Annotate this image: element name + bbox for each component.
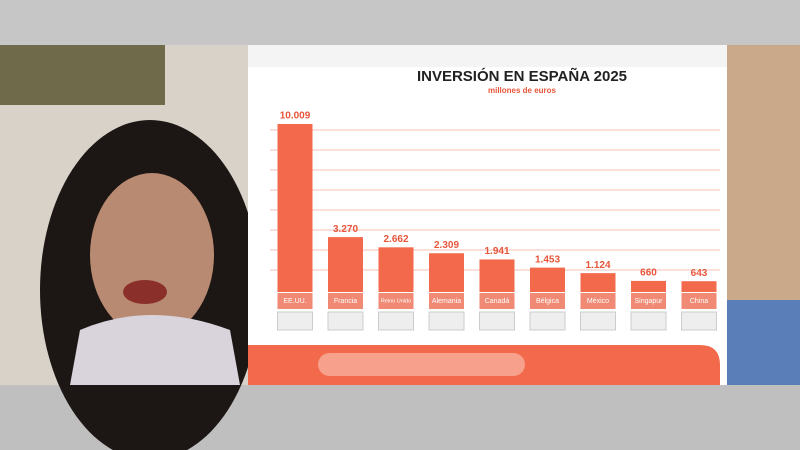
flag bbox=[327, 311, 364, 331]
bar bbox=[328, 237, 363, 292]
x-tick-label: EE.UU. bbox=[283, 298, 306, 305]
banknote-blue bbox=[727, 300, 800, 385]
value-label: 643 bbox=[691, 268, 708, 279]
flag bbox=[630, 311, 667, 331]
value-label: 1.453 bbox=[535, 254, 560, 265]
x-tick-label: Singapur bbox=[634, 298, 663, 305]
panel-header bbox=[248, 45, 727, 67]
flag bbox=[479, 311, 515, 331]
x-tick-label: Alemania bbox=[432, 298, 461, 305]
bar bbox=[681, 281, 717, 292]
value-label: 2.662 bbox=[383, 234, 408, 245]
value-label: 1.941 bbox=[484, 246, 509, 257]
x-tick-label: México bbox=[587, 298, 609, 305]
category-box bbox=[580, 293, 616, 309]
category-box bbox=[277, 293, 313, 309]
value-label: 10.009 bbox=[280, 111, 311, 122]
person-face bbox=[90, 173, 214, 337]
flag bbox=[378, 311, 414, 331]
x-tick-label: Reino Unido bbox=[381, 298, 411, 304]
category-box bbox=[328, 293, 363, 309]
category-box bbox=[631, 293, 666, 309]
person-scarf bbox=[70, 315, 240, 385]
chart-subtitle: millones de euros bbox=[488, 86, 557, 95]
value-label: 3.270 bbox=[333, 224, 358, 235]
bar bbox=[631, 280, 666, 292]
x-tick-label: Francia bbox=[334, 298, 357, 305]
flag bbox=[428, 311, 465, 331]
chart-title: INVERSIÓN EN ESPAÑA 2025 bbox=[417, 67, 627, 85]
person-mouth bbox=[123, 280, 167, 304]
bar bbox=[277, 124, 313, 292]
bar bbox=[530, 267, 565, 292]
value-label: 2.309 bbox=[434, 240, 459, 251]
category-box bbox=[479, 293, 515, 309]
bar bbox=[429, 253, 464, 292]
flag bbox=[580, 311, 616, 331]
x-tick-label: Canadá bbox=[485, 298, 510, 305]
flag bbox=[529, 311, 566, 331]
category-box bbox=[530, 293, 565, 309]
x-tick-label: Bélgica bbox=[536, 298, 559, 305]
bar bbox=[580, 273, 616, 292]
footer-pill bbox=[318, 353, 525, 376]
bar bbox=[479, 259, 515, 292]
category-box bbox=[378, 293, 414, 309]
value-label: 1.124 bbox=[585, 260, 610, 271]
value-label: 660 bbox=[640, 268, 657, 279]
category-box bbox=[429, 293, 464, 309]
flag bbox=[681, 311, 717, 331]
wall-painting bbox=[0, 45, 165, 105]
chart-panel bbox=[248, 45, 727, 385]
category-box bbox=[681, 293, 717, 309]
bar bbox=[378, 247, 414, 292]
top-band bbox=[0, 0, 800, 45]
x-tick-label: China bbox=[690, 298, 708, 305]
plot: 10.009 EE.UU. 3.270 Francia 2.662 Reino Unido… bbox=[277, 111, 717, 331]
flag bbox=[277, 311, 313, 331]
